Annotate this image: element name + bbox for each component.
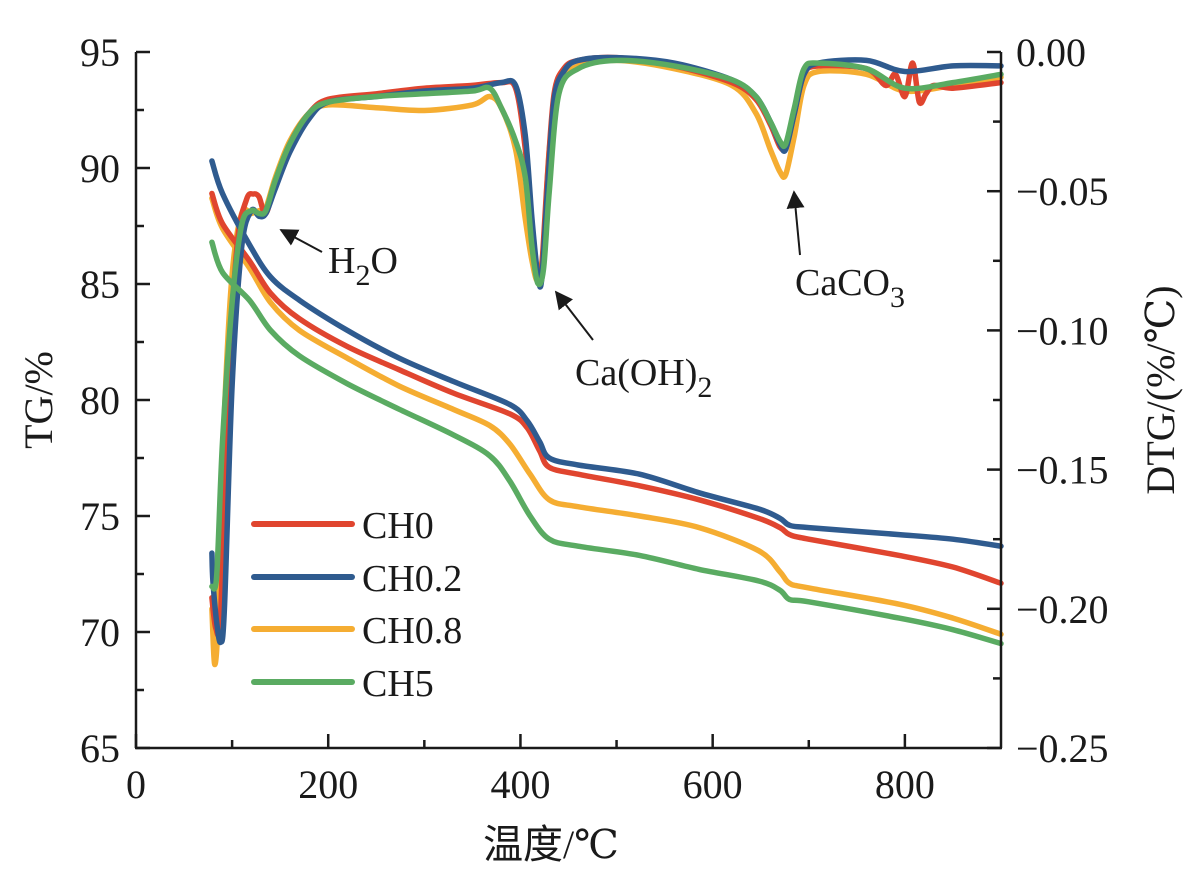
y-left-tick-label: 85: [80, 262, 120, 307]
y-left-tick-label: 95: [80, 30, 120, 75]
legend-item: CH0.2: [251, 558, 462, 600]
x-tick-label: 0: [126, 762, 146, 807]
y-right-tick-label: −0.10: [1016, 308, 1109, 353]
annotation-label: H2O: [328, 240, 398, 292]
x-tick-label: 800: [875, 762, 935, 807]
x-tick-label: 200: [298, 762, 358, 807]
y-right-tick-label: −0.15: [1016, 448, 1109, 493]
dtg-line-ch0-2: [209, 54, 1004, 646]
annotation-label: CaCO3: [795, 262, 905, 314]
dtg-line-ch5: [209, 57, 1004, 592]
series-dtg-ch5: [209, 57, 1004, 592]
ticks-layer: 0 200 400 600 800 65 70 75 80 85 90 95 0.00 −0.05 −0.1…: [80, 30, 1109, 807]
arrow-icon: [279, 229, 323, 253]
series-tg-ch0-2: [209, 158, 1004, 549]
y-right-tick-label: −0.25: [1016, 726, 1109, 771]
y-left-tick-label: 80: [80, 378, 120, 423]
series-tg-ch0: [209, 190, 1004, 587]
legend-label: CH0: [362, 505, 434, 547]
arrow-icon: [786, 190, 805, 256]
y-left-tick-label: 75: [80, 494, 120, 539]
legend-item: CH0.8: [251, 610, 462, 652]
y-left-tick-label: 90: [80, 146, 120, 191]
tg-line-ch5: [209, 239, 1004, 647]
legend-label: CH5: [362, 663, 434, 705]
y-right-tick-label: −0.05: [1016, 169, 1109, 214]
tg-line-ch0-2: [209, 158, 1004, 549]
annotation-caoh2: Ca(OH)2: [554, 290, 712, 404]
axes: [134, 52, 1003, 750]
series-layer: [209, 54, 1004, 668]
tg-line-ch0: [209, 190, 1004, 587]
legend-label: CH0.2: [362, 558, 462, 600]
y-right-tick-label: −0.20: [1016, 587, 1109, 632]
series-dtg-ch0-2: [209, 54, 1004, 646]
legend-label: CH0.8: [362, 610, 462, 652]
legend-item: CH0: [251, 505, 434, 547]
tg-line-ch0-8: [209, 195, 1004, 638]
arrow-icon: [554, 290, 594, 341]
legend: CH0 CH0.2 CH0.8 CH5: [251, 505, 462, 705]
y-left-tick-label: 70: [80, 610, 120, 655]
annotation-caco3: CaCO3: [786, 190, 905, 314]
annotation-h2o: H2O: [279, 229, 398, 292]
x-tick-label: 400: [490, 762, 550, 807]
x-axis-title: 温度/℃: [483, 822, 619, 867]
series-tg-ch5: [209, 239, 1004, 647]
y-right-tick-label: 0.00: [1016, 30, 1086, 75]
annotation-label: Ca(OH)2: [575, 352, 712, 404]
left-axis-title: TG/%: [16, 351, 61, 449]
x-tick-label: 600: [683, 762, 743, 807]
right-axis-title: DTG/(%/℃): [1138, 285, 1183, 494]
annotations: H2O Ca(OH)2 CaCO3: [279, 190, 905, 404]
series-tg-ch0-8: [209, 195, 1004, 638]
y-left-tick-label: 65: [80, 726, 120, 771]
legend-item: CH5: [251, 663, 434, 705]
